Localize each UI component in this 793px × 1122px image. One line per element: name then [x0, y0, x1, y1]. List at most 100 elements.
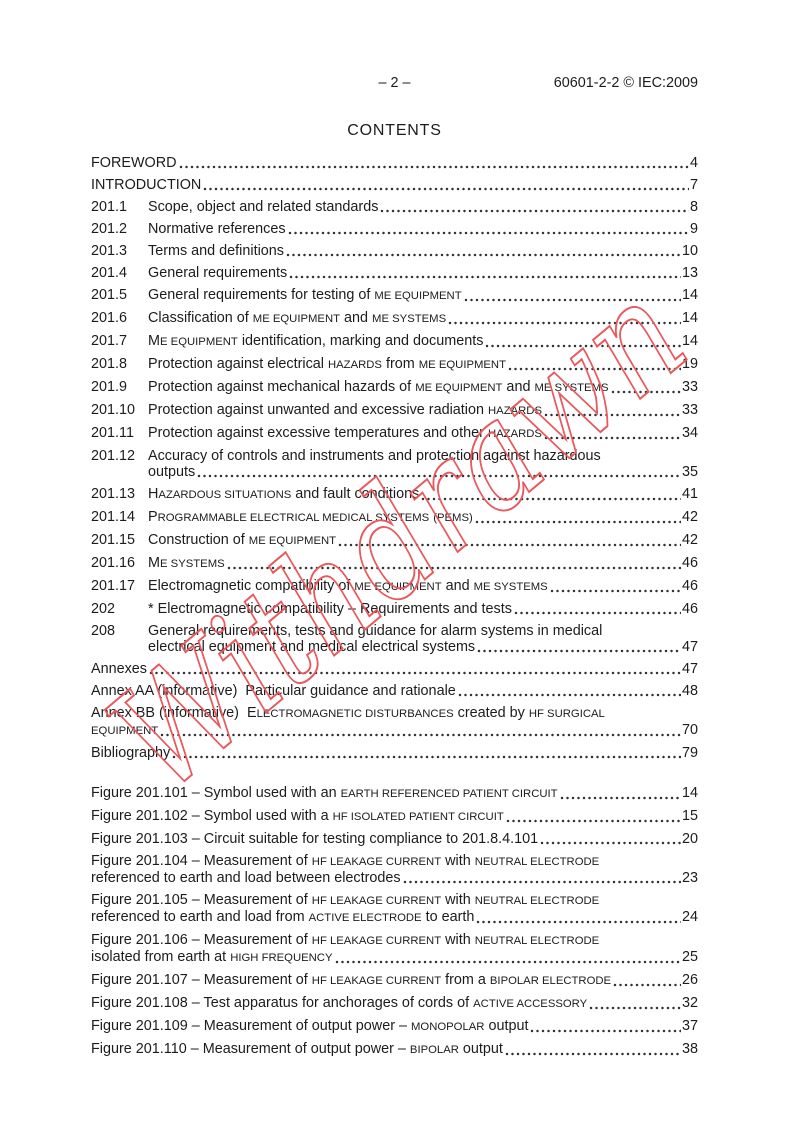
entry-label: electrical equipment and medical electri… — [148, 639, 476, 655]
entry-body: Figure 201.105 – Measurement of HF LEAKA… — [91, 892, 698, 926]
entry-body: Figure 201.108 – Test apparatus for anch… — [91, 995, 698, 1012]
entry-body: Figure 201.101 – Symbol used with an EAR… — [91, 785, 698, 802]
section-number: 201.12 — [91, 448, 136, 464]
section-number: 201.10 — [91, 402, 136, 418]
page-number: 26 — [681, 972, 698, 988]
page-content: – 2 – 60601-2-2 © IEC:2009 CONTENTS FORE… — [91, 0, 698, 1064]
dot-leader — [289, 274, 681, 279]
small-caps-term: E EQUIPMENT — [160, 336, 238, 348]
entry-body: Annex AA (informative) Particular guidan… — [91, 683, 698, 699]
page-number: 33 — [681, 402, 698, 418]
toc-line: Accuracy of controls and instruments and… — [148, 448, 698, 464]
toc-entry: 201.12 Accuracy of controls and instrumen… — [91, 448, 698, 480]
page-number: 34 — [681, 425, 698, 441]
toc-entry: 201.2 Normative references 9 — [91, 221, 698, 237]
entry-label: Scope, object and related standards — [148, 199, 379, 215]
entry-label: Annexes — [91, 661, 148, 677]
figure-entry: Figure 201.104 – Measurement of HF LEAKA… — [91, 853, 698, 886]
toc-line: Figure 201.107 – Measurement of HF LEAKA… — [91, 972, 698, 989]
small-caps-term: HF SURGICAL — [528, 708, 605, 720]
section-number: 201.5 — [91, 287, 128, 303]
small-caps-term: EARTH REFERENCED PATIENT CIRCUIT — [340, 788, 558, 800]
entry-label: referenced to earth and load between ele… — [91, 870, 401, 886]
toc-entry: Annexes 47 — [91, 661, 698, 677]
entry-body: Figure 201.104 – Measurement of HF LEAKA… — [91, 853, 698, 886]
page-number: 37 — [681, 1018, 698, 1034]
toc-line: Figure 201.110 – Measurement of output p… — [91, 1041, 698, 1058]
small-caps-term: ME EQUIPMENT — [374, 290, 462, 302]
entry-label: Figure 201.110 – Measurement of output p… — [91, 1041, 503, 1057]
entry-label: Protection against electrical HAZARDS fr… — [148, 356, 506, 372]
entry-label: Protection against excessive temperature… — [148, 425, 542, 441]
toc-line: Figure 201.104 – Measurement of HF LEAKA… — [91, 853, 698, 870]
toc-entry: 201.16 ME SYSTEMS 46 — [91, 555, 698, 572]
entry-label: Electromagnetic compatibility of ME EQUI… — [148, 578, 548, 594]
small-caps-term: HIGH FREQUENCY — [230, 952, 333, 964]
toc-entry: 201.4 General requirements 13 — [91, 265, 698, 281]
page-number: 47 — [681, 639, 698, 655]
dot-leader — [530, 1028, 681, 1033]
entry-body: Construction of ME EQUIPMENT 42 — [148, 532, 698, 549]
toc-line: Figure 201.108 – Test apparatus for anch… — [91, 995, 698, 1012]
toc-line: Electromagnetic compatibility of ME EQUI… — [148, 578, 698, 595]
dot-leader — [421, 496, 681, 501]
entry-label: General requirements — [148, 265, 288, 281]
entry-body: Figure 201.109 – Measurement of output p… — [91, 1018, 698, 1035]
entry-label: Figure 201.105 – Measurement of HF LEAKA… — [91, 892, 600, 908]
toc-line: Figure 201.105 – Measurement of HF LEAKA… — [91, 892, 698, 909]
entry-label: Figure 201.107 – Measurement of HF LEAKA… — [91, 972, 612, 988]
section-number: 201.13 — [91, 486, 136, 502]
contents-title: CONTENTS — [347, 122, 442, 139]
entry-label: Figure 201.104 – Measurement of HF LEAKA… — [91, 853, 600, 869]
toc-entry: 201.6 Classification of ME EQUIPMENT and … — [91, 310, 698, 327]
toc-line: Figure 201.101 – Symbol used with an EAR… — [91, 785, 698, 802]
dot-leader — [543, 412, 681, 417]
toc-entry: 201.11 Protection against excessive tempe… — [91, 425, 698, 442]
page-number: 14 — [681, 310, 698, 326]
dot-leader — [485, 343, 681, 348]
entry-label: Construction of ME EQUIPMENT — [148, 532, 337, 548]
page-number: 38 — [681, 1041, 698, 1057]
page-number: 8 — [689, 199, 698, 215]
dot-leader — [226, 565, 681, 570]
section-number: 201.15 — [91, 532, 136, 548]
toc-line: Figure 201.102 – Symbol used with a HF I… — [91, 808, 698, 825]
entry-body: Normative references 9 — [148, 221, 698, 237]
small-caps-term: ME SYSTEMS — [473, 581, 548, 593]
toc-line: Normative references 9 — [148, 221, 698, 237]
entry-body: ME EQUIPMENT identification, marking and… — [148, 333, 698, 350]
toc-entry: 202 * Electromagnetic compatibility – Req… — [91, 601, 698, 617]
dot-leader — [540, 840, 681, 845]
entry-body: Bibliography 79 — [91, 745, 698, 761]
toc-section-list: FOREWORD 4 INTRODUCTION 7 201.1 Scope, object… — [91, 155, 698, 761]
figure-entry: Figure 201.107 – Measurement of HF LEAKA… — [91, 972, 698, 989]
toc-entry: 201.13 HAZARDOUS SITUATIONS and fault con… — [91, 486, 698, 503]
page-number: 42 — [681, 509, 698, 525]
small-caps-term: NEUTRAL ELECTRODE — [474, 895, 600, 907]
toc-figure-list: Figure 201.101 – Symbol used with an EAR… — [91, 785, 698, 1058]
entry-label: Protection against mechanical hazards of… — [148, 379, 609, 395]
toc-entry: 201.8 Protection against electrical HAZAR… — [91, 356, 698, 373]
small-caps-term: ME EQUIPMENT — [418, 359, 506, 371]
entry-body: Scope, object and related standards 8 — [148, 199, 698, 215]
small-caps-term: MONOPOLAR — [411, 1021, 485, 1033]
small-caps-term: AZARDOUS SITUATIONS — [158, 489, 292, 501]
entry-label: FOREWORD — [91, 155, 177, 171]
toc-line: FOREWORD 4 — [91, 155, 698, 171]
dot-leader — [559, 795, 681, 800]
page-number: 41 — [681, 486, 698, 502]
toc-line: Annexes 47 — [91, 661, 698, 677]
toc-line: Annex BB (informative) ELECTROMAGNETIC D… — [91, 705, 698, 722]
entry-label: Figure 201.108 – Test apparatus for anch… — [91, 995, 588, 1011]
toc-line: Figure 201.103 – Circuit suitable for te… — [91, 831, 698, 847]
entry-label: General requirements for testing of ME E… — [148, 287, 462, 303]
entry-body: Accuracy of controls and instruments and… — [148, 448, 698, 480]
toc-entry: 201.14 PROGRAMMABLE ELECTRICAL MEDICAL SY… — [91, 509, 698, 526]
entry-body: Terms and definitions 10 — [148, 243, 698, 259]
entry-body: Figure 201.103 – Circuit suitable for te… — [91, 831, 698, 847]
entry-label: Figure 201.109 – Measurement of output p… — [91, 1018, 529, 1034]
page-number-marker: – 2 – — [378, 75, 411, 91]
figure-entry: Figure 201.105 – Measurement of HF LEAKA… — [91, 892, 698, 926]
dot-leader — [457, 692, 681, 697]
page-number: 32 — [681, 995, 698, 1011]
